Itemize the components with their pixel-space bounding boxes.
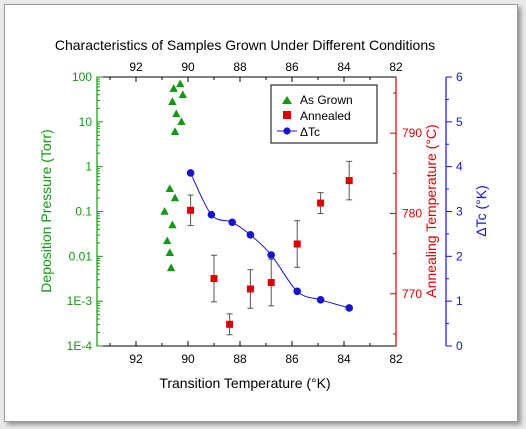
x-tick-label-top: 92 xyxy=(129,60,143,74)
y-tick-label-dtc: 4 xyxy=(456,160,463,174)
chart-title: Characteristics of Samples Grown Under D… xyxy=(55,37,435,53)
y-tick-label-dtc: 0 xyxy=(456,339,463,353)
dtc-point xyxy=(186,169,195,177)
as-grown-point xyxy=(165,248,174,256)
x-tick-label-top: 90 xyxy=(181,60,195,74)
dtc-point xyxy=(246,231,255,239)
as-grown-point xyxy=(176,79,185,88)
x-tick-label-top: 84 xyxy=(337,60,351,74)
as-grown-point xyxy=(170,193,180,202)
dtc-point xyxy=(293,287,302,296)
y-axis-dtc: 0 1 2 3 4 5 6 xyxy=(445,70,463,353)
legend-label-dtc: ΔTc xyxy=(300,125,320,139)
y-tick-label-anneal: 770 xyxy=(402,287,422,301)
dtc-point xyxy=(345,304,354,312)
chart-frame xyxy=(4,4,518,422)
y-tick-label-anneal: 780 xyxy=(402,207,422,221)
as-grown-point xyxy=(165,184,174,193)
y-axis-pressure-label: Deposition Pressure (Torr) xyxy=(38,129,54,292)
as-grown-point xyxy=(178,90,187,99)
as-grown-point xyxy=(172,109,181,118)
x-tick-label-bottom: 90 xyxy=(181,352,195,366)
legend-circle-marker xyxy=(283,127,291,135)
y-tick-label-dtc: 1 xyxy=(456,294,463,308)
y-tick-label-pressure: 1E-3 xyxy=(67,294,93,308)
annealed-point xyxy=(210,275,218,283)
y-tick-label-dtc: 2 xyxy=(456,249,463,263)
y-tick-label-pressure: 0.01 xyxy=(69,249,93,263)
x-tick-label-bottom: 86 xyxy=(285,352,299,366)
x-axis-bottom: 92 90 88 86 84 82 xyxy=(109,341,403,366)
as-grown-point xyxy=(169,84,178,92)
y-tick-label-pressure: 1E-4 xyxy=(67,339,93,353)
x-tick-label-bottom: 92 xyxy=(129,352,143,366)
y-tick-label-pressure: 0.1 xyxy=(75,205,92,219)
y-tick-label-anneal: 790 xyxy=(402,126,422,140)
as-grown-point xyxy=(177,117,186,126)
as-grown-point xyxy=(166,263,176,272)
annealed-point xyxy=(187,206,195,214)
y-axis-dtc-label: ΔTc (°K) xyxy=(473,185,489,237)
y-axis-pressure: 1E-4 1E-3 0.01 0.1 1 10 100 xyxy=(67,70,103,353)
dtc-point xyxy=(316,296,325,304)
y-tick-label-pressure: 100 xyxy=(72,70,92,84)
x-tick-label-top: 82 xyxy=(389,60,403,74)
dtc-point xyxy=(228,218,236,227)
legend-label-annealed: Annealed xyxy=(300,109,351,123)
legend-triangle-marker xyxy=(282,96,292,104)
x-axis-top: 92 90 88 86 84 82 xyxy=(109,60,403,82)
as-grown-point xyxy=(168,220,177,229)
dtc-point xyxy=(207,210,216,219)
legend: As Grown Annealed ΔTc xyxy=(270,84,378,144)
annealed-point xyxy=(345,177,353,185)
dtc-point xyxy=(267,251,276,259)
x-axis-label: Transition Temperature (°K) xyxy=(159,375,330,391)
y-tick-label-pressure: 10 xyxy=(79,115,93,129)
x-tick-label-bottom: 84 xyxy=(337,352,351,366)
as-grown-point xyxy=(168,97,177,105)
annealed-point xyxy=(317,199,325,207)
as-grown-point xyxy=(163,236,172,245)
series-layer xyxy=(160,79,354,336)
y-tick-label-dtc: 5 xyxy=(456,115,463,129)
x-tick-label-bottom: 82 xyxy=(389,352,403,366)
as-grown-point xyxy=(160,207,169,215)
legend-square-marker xyxy=(283,111,291,119)
x-tick-label-bottom: 88 xyxy=(233,352,247,366)
y-tick-label-dtc: 3 xyxy=(456,205,463,219)
y-tick-label-pressure: 1 xyxy=(85,160,92,174)
legend-label-as-grown: As Grown xyxy=(300,93,353,107)
y-tick-label-dtc: 6 xyxy=(456,70,463,84)
y-axis-anneal: 770 780 790 xyxy=(390,77,422,346)
y-axis-anneal-label: Annealing Temperature (°C) xyxy=(423,124,439,297)
annealed-point xyxy=(246,285,254,293)
annealed-point xyxy=(293,240,301,248)
as-grown-point xyxy=(170,127,180,135)
annealed-point xyxy=(267,279,275,287)
x-tick-label-top: 88 xyxy=(233,60,247,74)
annealed-point xyxy=(226,320,234,328)
x-tick-label-top: 86 xyxy=(285,60,299,74)
